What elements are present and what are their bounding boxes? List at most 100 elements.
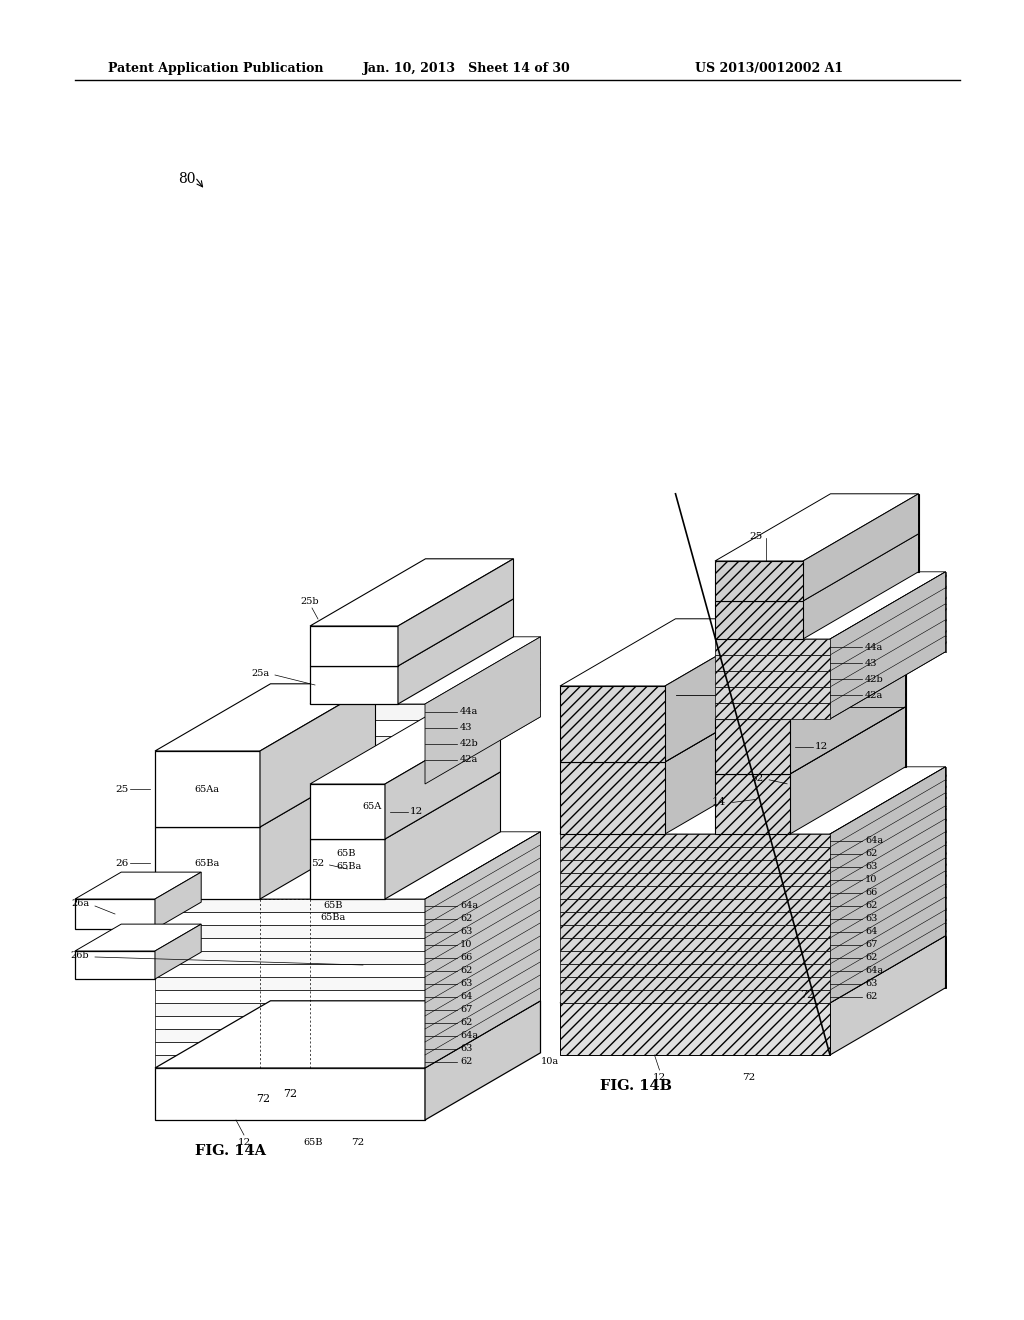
Polygon shape <box>830 767 945 1003</box>
Polygon shape <box>560 990 830 1003</box>
Polygon shape <box>310 784 385 840</box>
Text: 64a: 64a <box>865 836 883 845</box>
Polygon shape <box>155 873 201 929</box>
Text: 63: 63 <box>460 979 472 987</box>
Text: 62: 62 <box>460 966 472 975</box>
Polygon shape <box>830 572 945 719</box>
Polygon shape <box>260 684 376 828</box>
Text: Patent Application Publication: Patent Application Publication <box>108 62 324 75</box>
Polygon shape <box>676 909 945 923</box>
Polygon shape <box>676 884 945 896</box>
Polygon shape <box>310 704 425 719</box>
Text: 26a: 26a <box>71 899 89 908</box>
Polygon shape <box>715 704 830 719</box>
Text: 64a: 64a <box>865 966 883 975</box>
Text: 42b: 42b <box>460 739 479 748</box>
Text: 14: 14 <box>712 797 725 808</box>
Text: 65Ba: 65Ba <box>336 862 361 871</box>
Polygon shape <box>560 899 830 912</box>
Text: 25: 25 <box>750 532 763 541</box>
Polygon shape <box>155 751 260 828</box>
Polygon shape <box>830 494 919 533</box>
Text: 25b: 25b <box>301 597 319 606</box>
Text: 64: 64 <box>865 927 878 936</box>
Polygon shape <box>560 686 665 762</box>
Polygon shape <box>75 899 155 929</box>
Polygon shape <box>155 925 425 939</box>
Polygon shape <box>155 1003 425 1016</box>
Polygon shape <box>385 717 501 840</box>
Polygon shape <box>676 858 945 871</box>
Polygon shape <box>676 793 945 805</box>
Text: 72: 72 <box>256 1094 270 1105</box>
Text: 10: 10 <box>460 940 472 949</box>
Text: 62: 62 <box>460 1057 472 1067</box>
Text: FIG. 14A: FIG. 14A <box>195 1144 266 1158</box>
Polygon shape <box>155 1055 425 1068</box>
Polygon shape <box>803 533 919 639</box>
Text: 12: 12 <box>238 1138 251 1147</box>
Text: 12: 12 <box>653 1073 667 1082</box>
Polygon shape <box>310 717 501 784</box>
Text: 62: 62 <box>865 849 878 858</box>
Polygon shape <box>155 1068 425 1119</box>
Polygon shape <box>715 655 830 671</box>
Polygon shape <box>310 768 425 784</box>
Polygon shape <box>560 950 830 964</box>
Text: 63: 63 <box>460 927 472 936</box>
Polygon shape <box>676 780 945 793</box>
Text: 26: 26 <box>116 858 129 867</box>
Polygon shape <box>155 1001 541 1068</box>
Polygon shape <box>560 939 830 950</box>
Polygon shape <box>676 818 945 832</box>
Polygon shape <box>75 950 155 979</box>
Polygon shape <box>155 899 425 912</box>
Polygon shape <box>676 694 780 767</box>
Polygon shape <box>560 834 830 847</box>
Polygon shape <box>715 719 790 774</box>
Polygon shape <box>715 601 803 639</box>
Text: 25: 25 <box>116 784 129 793</box>
Text: 62: 62 <box>865 993 878 1001</box>
Polygon shape <box>155 990 425 1003</box>
Text: 72: 72 <box>283 1089 297 1100</box>
Text: 62: 62 <box>865 902 878 909</box>
Text: 65A: 65A <box>362 803 382 810</box>
Text: 63: 63 <box>865 979 878 987</box>
Text: 65Ba: 65Ba <box>321 913 345 921</box>
Text: 72: 72 <box>742 1073 756 1082</box>
Polygon shape <box>676 805 945 818</box>
Polygon shape <box>155 832 541 899</box>
Polygon shape <box>676 619 780 694</box>
Polygon shape <box>560 767 945 834</box>
Polygon shape <box>425 832 541 1068</box>
Text: 10: 10 <box>865 875 878 884</box>
Polygon shape <box>310 719 425 737</box>
Text: 67: 67 <box>865 940 878 949</box>
Text: 52: 52 <box>751 775 764 783</box>
Polygon shape <box>676 767 945 780</box>
Polygon shape <box>260 760 376 899</box>
Text: 43: 43 <box>460 723 472 733</box>
Text: 10a: 10a <box>541 1057 559 1067</box>
Polygon shape <box>398 558 513 667</box>
Polygon shape <box>560 964 830 977</box>
Polygon shape <box>560 762 665 834</box>
Text: 65Aa: 65Aa <box>195 784 219 793</box>
Text: 44a: 44a <box>460 708 478 717</box>
Text: 52: 52 <box>311 859 325 869</box>
Polygon shape <box>715 639 830 655</box>
Polygon shape <box>676 871 945 884</box>
Polygon shape <box>676 936 945 987</box>
Polygon shape <box>560 619 780 686</box>
Polygon shape <box>425 1001 541 1119</box>
Polygon shape <box>155 1030 425 1041</box>
Polygon shape <box>155 977 425 990</box>
Text: 64a: 64a <box>460 1031 478 1040</box>
Polygon shape <box>830 706 905 767</box>
Text: 12: 12 <box>410 807 423 816</box>
Text: 66: 66 <box>865 888 878 898</box>
Text: 25a: 25a <box>251 668 269 677</box>
Polygon shape <box>155 924 201 979</box>
Text: 80: 80 <box>178 172 196 186</box>
